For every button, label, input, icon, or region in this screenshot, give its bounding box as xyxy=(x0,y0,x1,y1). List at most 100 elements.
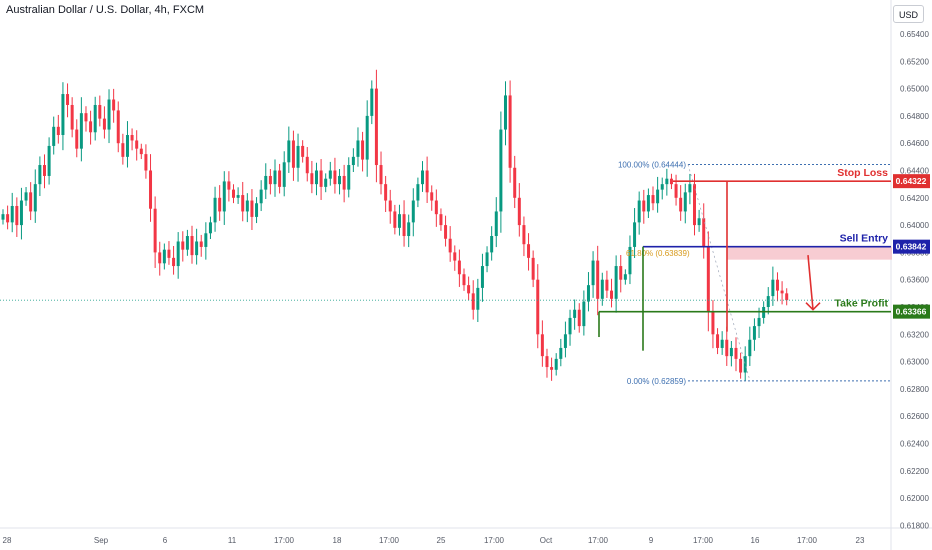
candle-body xyxy=(75,129,79,149)
sell-zone xyxy=(727,246,892,260)
candle-body xyxy=(397,214,401,228)
candle-body xyxy=(259,189,263,204)
level-price-tag-1 xyxy=(893,239,930,254)
candle-body xyxy=(61,94,65,136)
projection-arrow-head xyxy=(805,302,821,311)
candle-body xyxy=(596,260,600,299)
y-tick-label: 0.64400 xyxy=(900,167,929,176)
candle-body xyxy=(70,104,74,130)
candle-body xyxy=(499,129,503,212)
candle-body xyxy=(153,208,157,253)
candle-body xyxy=(338,175,342,185)
candle-body xyxy=(628,246,632,275)
y-tick-label: 0.64200 xyxy=(900,194,929,203)
candle-body xyxy=(255,203,259,217)
candle-body xyxy=(314,170,318,185)
candle-body xyxy=(725,339,729,357)
candle-body xyxy=(766,296,770,307)
candle-body xyxy=(407,222,411,237)
currency-button[interactable]: USD xyxy=(893,5,924,23)
candle-body xyxy=(457,260,461,275)
candle-body xyxy=(84,113,88,122)
candle-body xyxy=(333,170,337,185)
candle-body xyxy=(729,347,733,357)
candle-body xyxy=(185,236,189,250)
candle-body xyxy=(379,165,383,185)
candle-body xyxy=(734,347,738,359)
level-label-2: Take Profit xyxy=(835,298,889,310)
candle-body xyxy=(651,195,655,204)
candle-body xyxy=(130,135,134,141)
candle-body xyxy=(218,197,222,212)
candle-body xyxy=(365,115,369,160)
candle-body xyxy=(743,356,747,373)
y-tick-label: 0.64800 xyxy=(900,112,929,121)
candle-body xyxy=(351,156,355,166)
candle-body xyxy=(282,162,286,187)
x-tick-label: 18 xyxy=(333,536,342,545)
x-tick-label: 11 xyxy=(228,536,237,545)
candle-body xyxy=(421,170,425,185)
candle-body xyxy=(102,118,106,130)
candle-body xyxy=(591,260,595,286)
y-tick-label: 0.62800 xyxy=(900,385,929,394)
candle-body xyxy=(181,241,185,250)
candle-body xyxy=(384,184,388,201)
y-tick-label: 0.62000 xyxy=(900,494,929,503)
y-tick-label: 0.64600 xyxy=(900,139,929,148)
candle-body xyxy=(328,170,332,179)
candle-body xyxy=(213,197,217,223)
candle-body xyxy=(490,236,494,253)
candle-body xyxy=(1,214,5,220)
candle-body xyxy=(19,200,23,226)
candle-body xyxy=(462,274,466,286)
x-tick-label: 17:00 xyxy=(274,536,295,545)
candle-body xyxy=(706,246,710,313)
candle-body xyxy=(716,334,720,348)
candle-body xyxy=(199,241,203,247)
candle-body xyxy=(56,126,60,136)
candle-body xyxy=(633,222,637,247)
x-tick-label: 16 xyxy=(751,536,760,545)
candle-body xyxy=(278,170,282,187)
candle-body xyxy=(771,279,775,297)
candle-body xyxy=(568,317,572,335)
candle-body xyxy=(139,148,143,155)
level-label-1: Sell Entry xyxy=(840,233,889,245)
candle-body xyxy=(503,95,507,130)
y-tick-label: 0.63000 xyxy=(900,358,929,367)
candle-body xyxy=(167,249,171,258)
candle-body xyxy=(679,197,683,212)
candle-body xyxy=(762,307,766,318)
candle-body xyxy=(577,309,581,327)
candle-body xyxy=(660,184,664,190)
y-tick-label: 0.64000 xyxy=(900,221,929,230)
x-tick-label: 6 xyxy=(163,536,168,545)
candle-body xyxy=(273,170,277,185)
candle-body xyxy=(33,184,37,212)
level-price-tag-text-0: 0.64322 xyxy=(896,176,927,186)
projection-arrow xyxy=(807,255,814,310)
candle-body xyxy=(665,178,669,185)
candle-body xyxy=(614,266,618,299)
x-tick-label: 17:00 xyxy=(588,536,609,545)
candle-body xyxy=(550,367,554,370)
candle-body xyxy=(693,184,696,226)
candle-body xyxy=(702,218,706,247)
candle-body xyxy=(89,121,93,133)
candle-body xyxy=(476,287,480,310)
candle-body xyxy=(508,95,512,168)
candle-body xyxy=(527,244,531,258)
candle-body xyxy=(697,218,701,226)
x-tick-label: 17:00 xyxy=(379,536,400,545)
x-tick-label: 23 xyxy=(856,536,865,545)
candle-body xyxy=(301,145,305,157)
candle-body xyxy=(559,347,563,359)
fib-100-label: 100.00% (0.64444) xyxy=(618,160,686,169)
candle-body xyxy=(711,312,715,335)
candle-body xyxy=(688,184,692,193)
candle-body xyxy=(467,285,471,294)
candle-body xyxy=(434,200,438,215)
candle-body xyxy=(208,222,212,234)
